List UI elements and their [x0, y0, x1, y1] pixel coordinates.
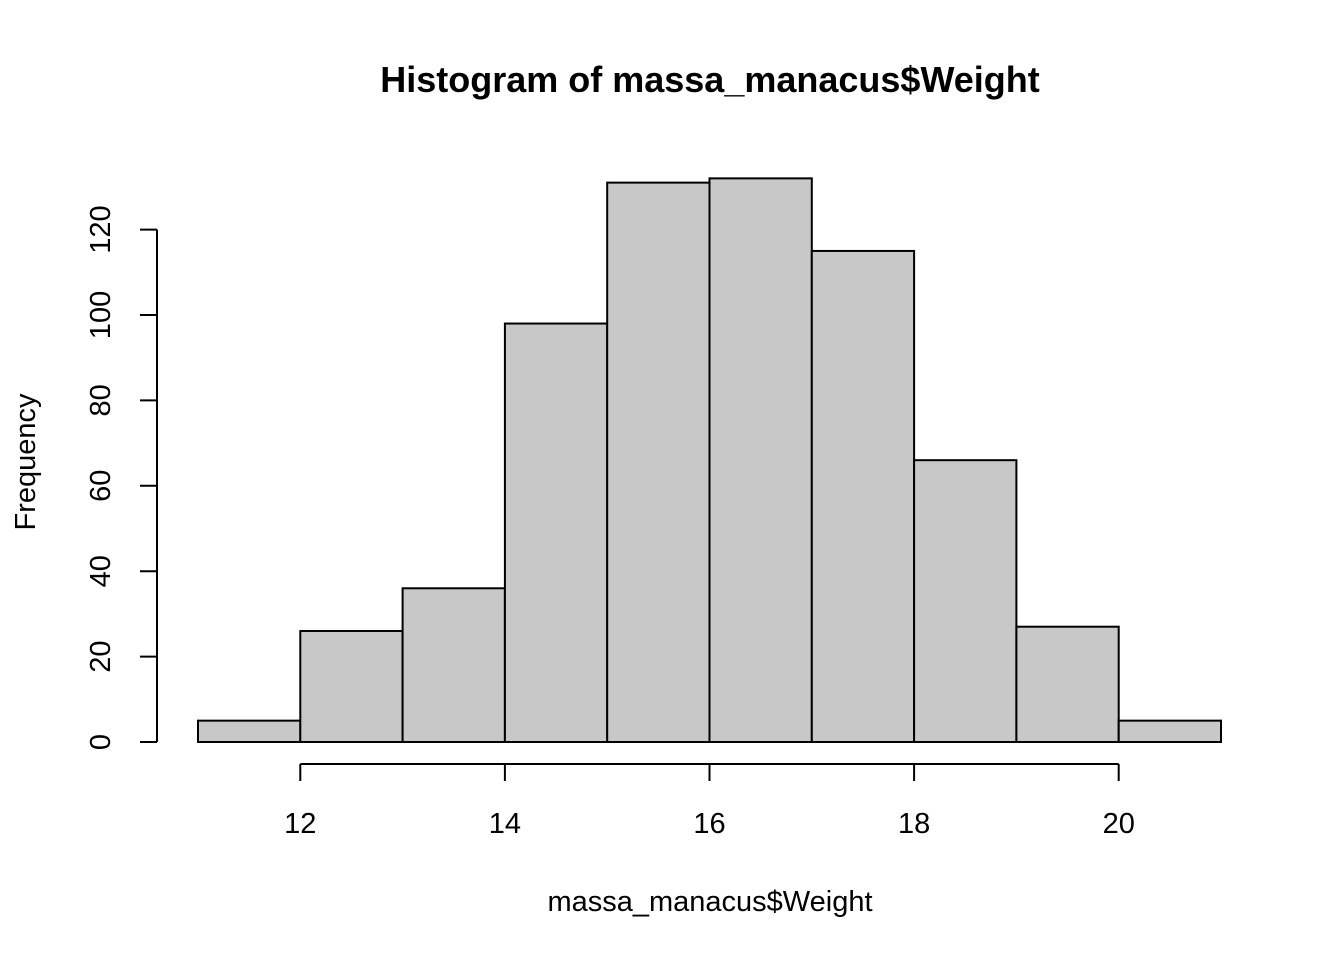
chart-title: Histogram of massa_manacus$Weight	[380, 59, 1040, 100]
x-axis-title: massa_manacus$Weight	[547, 886, 872, 918]
histogram-bar	[401, 587, 506, 744]
y-tick-label: 100	[85, 291, 117, 339]
histogram-bar	[197, 719, 302, 744]
histogram-bar	[606, 181, 711, 743]
histogram-bar	[708, 177, 813, 744]
x-tick-label: 12	[284, 808, 316, 840]
x-tick-label: 14	[489, 808, 521, 840]
y-tick-label: 80	[85, 384, 117, 416]
histogram-bar	[810, 249, 916, 743]
histogram-bar	[299, 629, 404, 743]
y-tick-label: 60	[85, 470, 117, 502]
y-tick-label: 40	[85, 555, 117, 587]
histogram-bar	[503, 322, 609, 743]
y-tick-label: 20	[85, 640, 117, 672]
y-tick-label: 0	[85, 734, 117, 750]
histogram-bar	[1015, 625, 1120, 744]
y-tick-label: 120	[85, 205, 117, 253]
x-tick-label: 16	[693, 808, 725, 840]
histogram-bar	[913, 459, 1018, 743]
bars-layer	[197, 177, 1222, 744]
histogram-bar	[1117, 719, 1222, 744]
x-tick-label: 20	[1103, 808, 1135, 840]
y-axis: 0 20 40 60 80 100 120	[85, 205, 158, 750]
x-axis: 12 14 16 18 20	[284, 763, 1135, 840]
x-tick-label: 18	[898, 808, 930, 840]
y-axis-title: Frequency	[10, 393, 42, 531]
